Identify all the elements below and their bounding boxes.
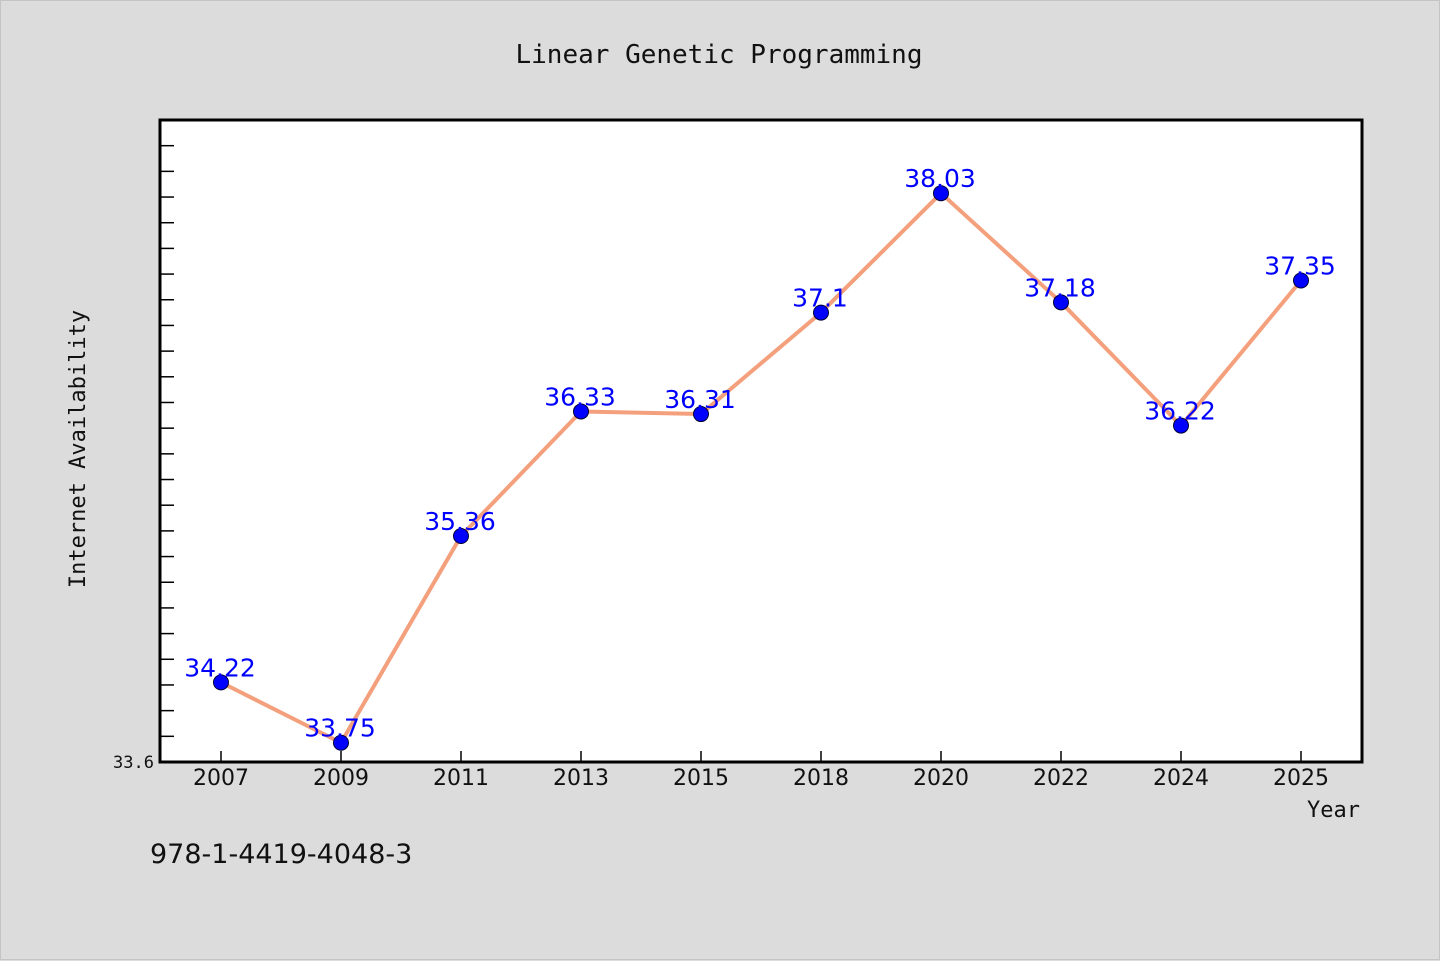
- x-tick-label: 2022: [1033, 766, 1089, 791]
- data-point-marker: [453, 528, 469, 545]
- x-axis-tick-labels: 2007 2009 2011 2013 2015 2018 2020 2022 2024 2025: [193, 766, 1329, 791]
- data-label: 35.36: [424, 507, 496, 536]
- data-point-marker: [573, 403, 589, 420]
- y-axis-title: Internet Availability: [66, 310, 91, 588]
- data-label: 37.35: [1264, 252, 1336, 281]
- isbn-annotation: 978-1-4419-4048-3: [150, 839, 412, 870]
- data-point-marker: [333, 734, 349, 751]
- data-point-marker: [1293, 272, 1309, 289]
- series-line: [220, 191, 1303, 745]
- data-point-marker: [213, 674, 229, 691]
- x-tick-label: 2024: [1153, 766, 1209, 791]
- data-labels: 34.22 33.75 35.36 36.33 36.31 37.1 38.03 37.18 3…: [184, 164, 1336, 743]
- y-axis-min-label: 33.6: [113, 753, 154, 773]
- x-tick-label: 2007: [193, 766, 249, 791]
- data-point-marker: [1053, 294, 1069, 311]
- data-label: 36.31: [664, 385, 736, 414]
- data-label: 38.03: [904, 164, 976, 193]
- data-label: 36.22: [1144, 397, 1216, 426]
- x-axis-ticks: [220, 751, 1302, 762]
- x-tick-label: 2018: [793, 766, 849, 791]
- y-axis-ticks: [160, 144, 174, 738]
- chart-title: Linear Genetic Programming: [516, 40, 923, 70]
- series-markers: [213, 185, 1309, 751]
- x-tick-label: 2011: [433, 766, 489, 791]
- plot-area: [158, 118, 1364, 764]
- data-label: 36.33: [544, 382, 616, 411]
- data-label: 33.75: [304, 714, 376, 743]
- x-tick-label: 2013: [553, 766, 609, 791]
- x-tick-label: 2009: [313, 766, 369, 791]
- x-tick-label: 2020: [913, 766, 969, 791]
- data-point-marker: [693, 406, 709, 423]
- data-point-marker: [1173, 417, 1189, 434]
- x-tick-label: 2015: [673, 766, 729, 791]
- data-point-marker: [933, 185, 949, 202]
- data-label: 37.1: [792, 284, 848, 313]
- x-tick-label: 2025: [1273, 766, 1329, 791]
- data-label: 34.22: [184, 653, 256, 682]
- data-point-marker: [813, 304, 829, 321]
- data-label: 37.18: [1024, 273, 1096, 302]
- x-axis-title: Year: [1307, 798, 1360, 823]
